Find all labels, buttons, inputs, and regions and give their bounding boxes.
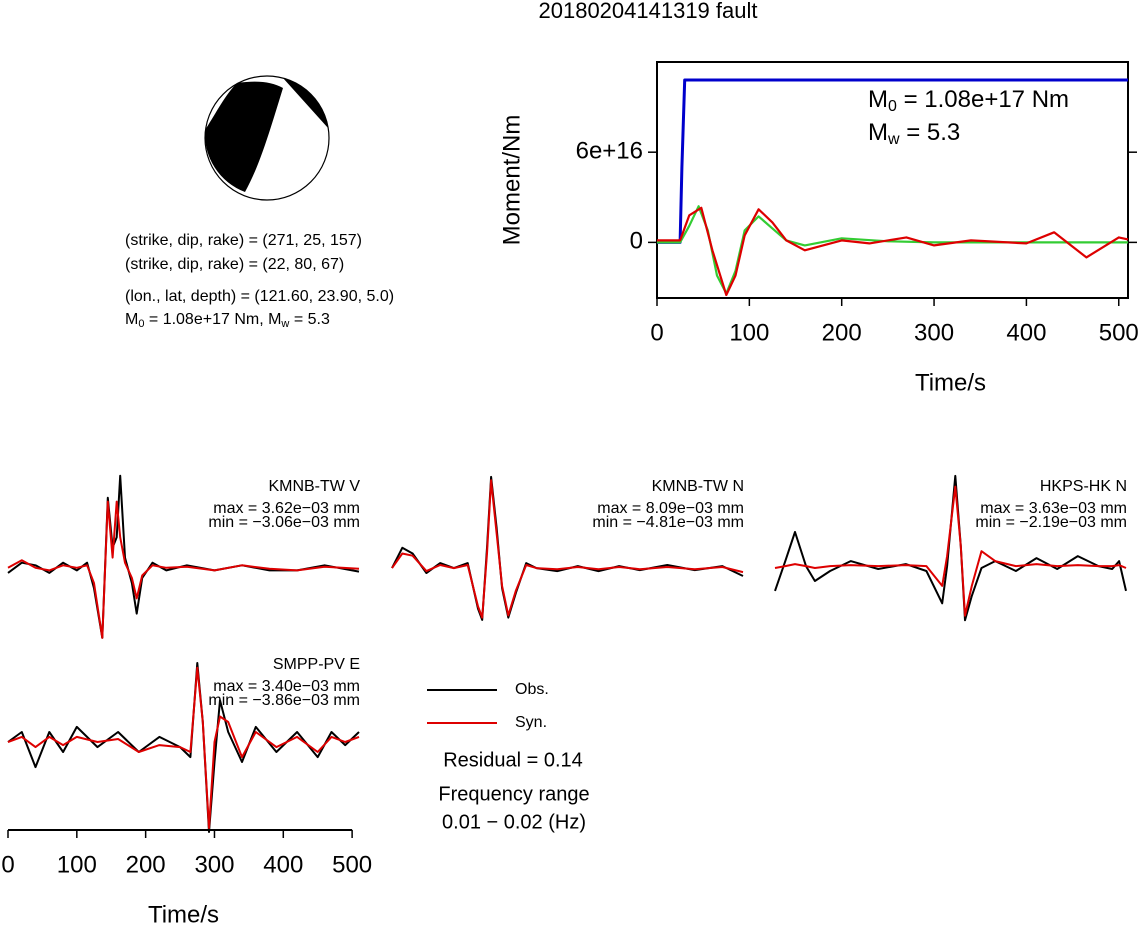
x-tick-label: 500 (1099, 319, 1139, 346)
series-line (391, 475, 744, 621)
location: (lon., lat, depth) = (121.60, 23.90, 5.0… (125, 288, 394, 305)
x-axis-label: Time/s (148, 901, 219, 927)
series-line (7, 500, 360, 639)
legend-syn: Syn. (515, 714, 547, 731)
series-line (774, 474, 1127, 622)
x-tick-label: 100 (57, 851, 97, 878)
residual: Residual = 0.14 (443, 749, 583, 771)
station-name: HKPS-HK N (1040, 478, 1127, 495)
y-axis-label: Moment/Nm (498, 115, 525, 246)
max-label: max = 3.62e−03 mm (213, 500, 360, 517)
frequency: 0.01 − 0.02 (Hz) (442, 811, 586, 833)
mw-rest: = 5.3 (289, 311, 330, 328)
x-tick-label: 0 (1, 851, 14, 878)
mw-sub: w (280, 318, 289, 330)
station-name: SMPP-PV E (273, 656, 360, 673)
annotation-rest: = 5.3 (900, 119, 961, 146)
series-line (657, 205, 1128, 295)
legend-obs: Obs. (515, 681, 549, 698)
x-tick-label: 300 (194, 851, 234, 878)
min-label: min = −3.86e−03 mm (208, 692, 360, 709)
moment-text: M0 = 1.08e+17 Nm, Mw = 5.3 (125, 311, 330, 330)
annotation: M0 = 1.08e+17 Nm (868, 86, 1069, 115)
series-line (391, 479, 744, 619)
x-tick-label: 400 (263, 851, 303, 878)
annotation: Mw = 5.3 (868, 119, 960, 148)
x-tick-label: 200 (822, 319, 862, 346)
annotation-rest: = 1.08e+17 Nm (897, 86, 1069, 113)
figure-title: 20180204141319 fault (539, 0, 758, 23)
min-label: min = −2.19e−03 mm (975, 514, 1127, 531)
annotation-symbol: M (868, 86, 888, 113)
annotation-sub: 0 (888, 98, 897, 115)
station-name: KMNB-TW V (268, 478, 360, 495)
x-axis-label: Time/s (915, 369, 986, 396)
plot-frame (656, 61, 1129, 299)
m-symbol: M (125, 311, 138, 328)
annotation-sub: w (887, 131, 900, 148)
x-tick-label: 0 (650, 319, 663, 346)
series-line (774, 485, 1127, 617)
beachball (204, 75, 330, 201)
m-rest: = 1.08e+17 Nm, M (144, 311, 281, 328)
min-label: min = −4.81e−03 mm (592, 514, 744, 531)
station-name: KMNB-TW N (652, 478, 744, 495)
x-tick-label: 100 (729, 319, 769, 346)
x-tick-label: 400 (1006, 319, 1046, 346)
frequency-title: Frequency range (438, 783, 589, 805)
m-sub: 0 (138, 318, 144, 330)
x-tick-label: 500 (332, 851, 372, 878)
max-label: max = 3.40e−03 mm (213, 678, 360, 695)
nodal-plane-2: (strike, dip, rake) = (22, 80, 67) (125, 256, 344, 273)
nodal-plane-1: (strike, dip, rake) = (271, 25, 157) (125, 232, 362, 249)
min-label: min = −3.06e−03 mm (208, 514, 360, 531)
max-label: max = 3.63e−03 mm (980, 500, 1127, 517)
series-line (657, 206, 1129, 297)
max-label: max = 8.09e−03 mm (597, 500, 744, 517)
x-tick-label: 200 (126, 851, 166, 878)
x-tick-label: 300 (914, 319, 954, 346)
annotation-symbol: M (868, 119, 888, 146)
y-tick-label: 6e+16 (576, 138, 643, 165)
y-tick-label: 0 (630, 228, 643, 255)
series-line (7, 666, 360, 829)
